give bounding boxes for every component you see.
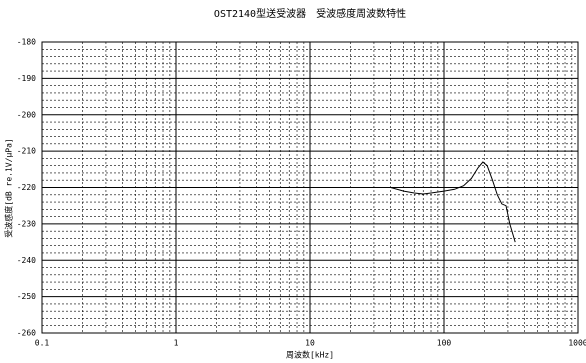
- x-tick-label: 1: [174, 339, 179, 348]
- y-axis-label: 受波感度[dB re.1V/μPa]: [4, 138, 14, 237]
- x-tick-label: 0.1: [35, 339, 50, 348]
- y-tick-label: -180: [17, 38, 36, 47]
- y-tick-label: -240: [17, 256, 36, 265]
- x-axis-label: 周波数[kHz]: [286, 350, 334, 360]
- x-tick-label: 100: [437, 339, 452, 348]
- y-tick-label: -190: [17, 74, 36, 83]
- chart-title: OST2140型送受波器 受波感度周波数特性: [214, 7, 406, 20]
- data-line: [390, 161, 516, 243]
- y-tick-label: -250: [17, 292, 36, 301]
- y-tick-label: -200: [17, 110, 36, 119]
- x-tick-label: 1000: [568, 339, 586, 348]
- y-tick-label: -230: [17, 219, 36, 228]
- plot-frame: [41, 41, 579, 334]
- y-tick-label: -260: [17, 329, 36, 338]
- y-tick-label: -220: [17, 183, 36, 192]
- x-tick-label: 10: [305, 339, 315, 348]
- y-tick-label: -210: [17, 147, 36, 156]
